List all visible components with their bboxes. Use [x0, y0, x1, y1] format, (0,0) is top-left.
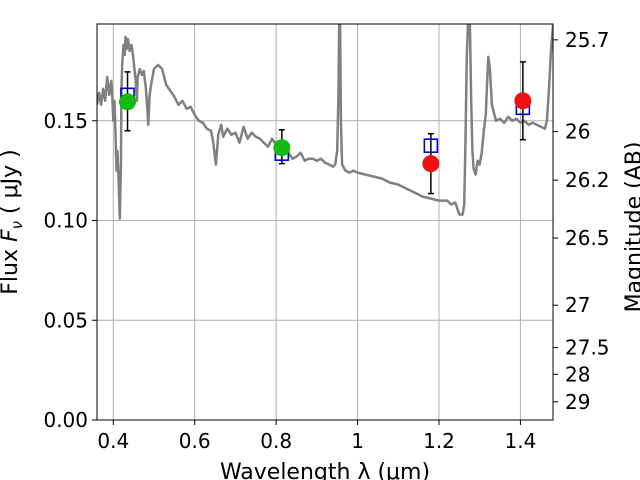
x-tick-label: 1.2: [423, 429, 455, 453]
x-tick-label: 0.6: [179, 429, 211, 453]
model-photometry-square: [423, 138, 439, 153]
y2-tick-label: 29: [565, 390, 590, 414]
markers-layer: [119, 87, 532, 173]
y-tick-label: 0.15: [43, 109, 88, 133]
y-axis-title-symbol: F: [0, 229, 23, 242]
x-tick-label: 1: [351, 429, 364, 453]
observed-flux-point: [273, 139, 291, 157]
y2-tick-label: 27: [565, 293, 590, 317]
y2-tick-label: 26: [565, 120, 590, 144]
y-tick-label: 0.10: [43, 209, 88, 233]
y2-tick-label: 28: [565, 362, 590, 386]
y-axis-title: Flux Fν ( μJy ): [0, 149, 26, 294]
model-sed-line: [97, 24, 553, 220]
y-tick-label: 0.05: [43, 308, 88, 332]
y2-axis-ticks: 25.7 26 26.2 26.5 27 27.528 29: [553, 28, 610, 414]
x-tick-label: 0.4: [97, 429, 129, 453]
observed-flux-point: [119, 93, 137, 111]
plot-frame: [96, 23, 554, 421]
observed-flux-point: [514, 92, 532, 110]
y-axis-title-unit: ( μJy ): [0, 149, 23, 221]
y2-tick-label: 25.7: [565, 28, 610, 52]
observed-flux-point: [422, 155, 440, 173]
y-axis-ticks: 0.00 0.05 0.10 0.15: [43, 109, 97, 432]
y-axis-title-main: Flux: [0, 242, 23, 295]
y2-tick-label: 27.5: [565, 336, 610, 360]
x-axis-title: Wavelength λ (μm): [220, 460, 430, 480]
y-axis-title-subscript: ν: [8, 221, 26, 229]
y-tick-label: 0.00: [43, 408, 88, 432]
x-tick-label: 1.4: [505, 429, 537, 453]
model-sed-layer: [97, 24, 553, 220]
y2-tick-label: 26.5: [565, 226, 610, 250]
x-axis-ticks: 0.4 0.6 0.8 1 1.2 1.4: [97, 420, 536, 453]
x-tick-label: 0.8: [260, 429, 292, 453]
y2-tick-label: 26.2: [565, 168, 610, 192]
y2-axis-title: Magnitude (AB): [622, 142, 640, 313]
